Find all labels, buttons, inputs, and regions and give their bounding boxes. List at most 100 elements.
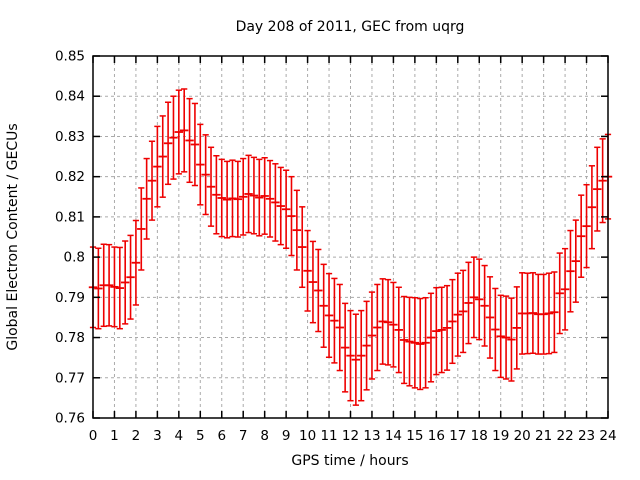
error-bar [335,283,344,372]
x-tick-label: 19 [492,428,509,444]
error-bar [598,138,607,224]
x-tick-label: 5 [196,428,205,444]
y-tick-label: 0.81 [55,209,85,225]
error-bar [126,234,135,320]
error-bar [383,278,393,366]
error-bar [346,309,355,402]
error-bar [517,272,527,355]
error-bar [190,102,200,187]
error-bar [560,247,570,331]
error-bar [179,88,189,173]
error-bar [491,287,500,372]
error-bar [201,134,210,216]
error-bar [593,146,602,232]
error-bar [308,240,318,324]
error-bar [104,243,114,327]
error-bar [314,248,323,333]
x-tick-label: 20 [514,428,531,444]
error-bar [163,101,173,186]
y-tick-label: 0.84 [55,89,85,105]
error-bar [410,296,420,389]
error-bar [281,169,291,250]
x-tick-label: 24 [599,428,616,444]
error-bar [153,125,162,208]
error-bar [566,229,575,313]
error-bar [287,175,296,257]
error-bar [399,295,409,385]
chart-title: Day 208 of 2011, GEC from uqrg [236,19,465,35]
error-bar [115,246,125,330]
x-tick-label: 7 [239,428,248,444]
error-bar [576,194,586,278]
error-bar [550,271,559,354]
error-bar [298,206,307,289]
error-bar [480,264,489,347]
error-bar [442,284,452,371]
error-bar [110,246,119,328]
x-tick-label: 14 [385,428,402,444]
error-bar [319,263,328,348]
error-bars-layer [88,88,613,406]
error-bar [228,159,237,238]
error-bar [528,272,538,354]
y-tick-label: 0.8 [64,250,85,266]
error-bar [137,187,146,271]
error-bar [582,183,591,269]
x-tick-label: 0 [89,428,98,444]
y-tick-label: 0.76 [55,411,85,427]
error-bar [389,281,398,368]
error-bar [260,157,269,235]
error-bar [340,302,350,393]
y-tick-label: 0.82 [55,169,85,185]
error-bar [351,313,361,406]
x-tick-label: 10 [299,428,316,444]
x-tick-label: 1 [110,428,119,444]
error-bar [496,294,505,379]
y-tick-label: 0.83 [55,129,85,145]
error-bar [94,247,103,330]
x-tick-label: 13 [363,428,380,444]
error-bar [405,296,414,387]
x-tick-label: 6 [217,428,226,444]
error-bar [206,146,216,227]
error-bar [464,261,473,345]
error-bar [501,295,511,380]
error-bar [303,229,312,312]
x-tick-label: 3 [153,428,162,444]
error-bar [507,297,516,382]
error-bar [169,95,178,180]
error-bar [217,158,226,238]
error-bar [555,252,564,335]
x-tick-label: 23 [578,428,595,444]
error-bar [367,291,377,380]
error-bar [373,283,382,372]
error-bar [174,89,184,175]
error-bar [330,277,339,364]
error-bar [222,160,232,239]
error-bar [142,157,151,240]
error-bar [120,240,130,325]
error-bar [426,292,436,383]
error-bar [212,155,221,235]
error-bar [448,278,457,365]
error-bar [571,219,581,303]
error-bar [378,278,387,365]
error-bar [292,189,302,271]
error-bar [249,156,259,235]
error-bar [587,165,597,250]
x-tick-label: 8 [260,428,269,444]
x-tick-label: 16 [428,428,445,444]
x-tick-label: 15 [406,428,423,444]
x-tick-label: 22 [556,428,573,444]
error-bar [185,97,194,184]
error-bar [265,159,275,238]
error-bar [158,115,167,198]
error-bar [255,158,264,237]
x-tick-label: 18 [471,428,488,444]
error-bar [271,163,280,242]
error-bar [475,258,484,341]
error-bar [357,309,366,402]
x-tick-label: 4 [175,428,184,444]
error-bar [324,272,334,359]
